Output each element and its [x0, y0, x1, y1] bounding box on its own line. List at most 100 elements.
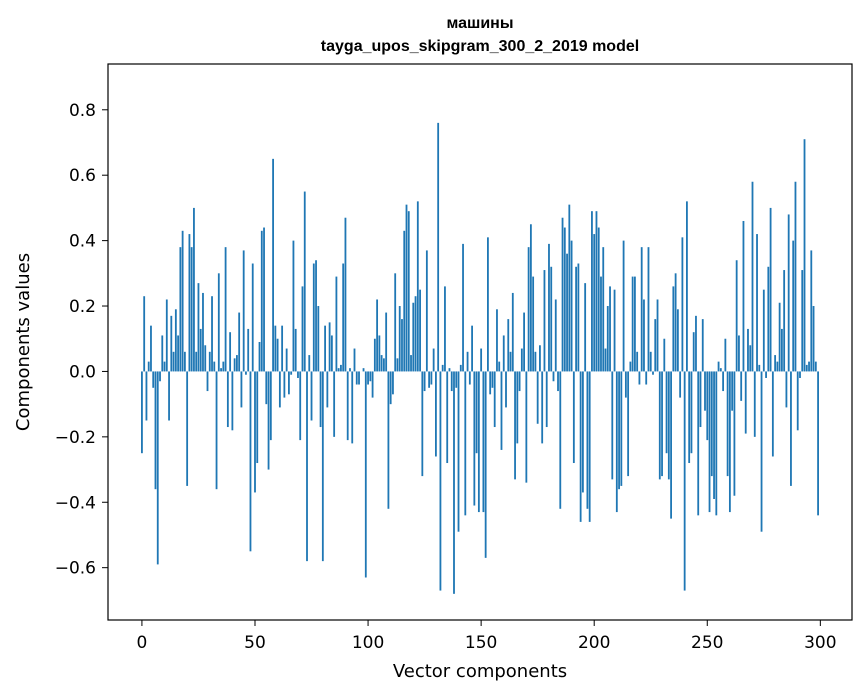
bar-168 — [520, 348, 523, 372]
bar-129 — [432, 348, 435, 372]
bar-281 — [776, 361, 779, 372]
bar-186 — [561, 217, 564, 372]
bar-279 — [771, 371, 774, 457]
bar-81 — [324, 325, 326, 372]
bar-50 — [254, 371, 256, 493]
bar-255 — [717, 361, 720, 372]
bar-236 — [674, 273, 677, 372]
bar-32 — [213, 361, 216, 372]
y-tick-label: −0.6 — [55, 559, 96, 579]
bar-150 — [480, 348, 483, 372]
bar-102 — [371, 371, 374, 398]
bar-52 — [258, 342, 261, 372]
bar-269 — [749, 345, 752, 372]
bar-220 — [638, 371, 641, 385]
bar-121 — [414, 296, 417, 372]
bar-161 — [505, 371, 507, 408]
bar-184 — [557, 371, 559, 392]
bar-277 — [767, 266, 770, 372]
bar-72 — [303, 191, 306, 372]
bar-273 — [758, 364, 761, 372]
bar-151 — [482, 371, 485, 513]
bar-157 — [496, 309, 498, 372]
bar-116 — [403, 230, 406, 372]
bar-86 — [335, 276, 338, 372]
bar-13 — [170, 315, 173, 372]
bar-261 — [731, 371, 734, 411]
bar-242 — [688, 371, 691, 464]
bar-124 — [421, 371, 424, 477]
bar-122 — [416, 201, 419, 372]
bar-44 — [240, 371, 243, 408]
bar-192 — [575, 266, 578, 372]
bar-117 — [405, 204, 408, 372]
bar-45 — [242, 250, 245, 372]
bar-23 — [193, 207, 195, 372]
bar-141 — [459, 364, 462, 372]
bar-66 — [290, 371, 293, 375]
bar-272 — [756, 234, 758, 372]
bar-174 — [534, 351, 537, 372]
bar-223 — [645, 371, 648, 385]
bar-241 — [686, 201, 688, 372]
bar-68 — [294, 328, 297, 372]
bar-199 — [591, 211, 593, 372]
bar-205 — [604, 348, 607, 372]
bar-244 — [692, 332, 695, 372]
bar-41 — [233, 358, 236, 372]
bar-7 — [156, 371, 159, 565]
bar-123 — [419, 289, 421, 372]
bar-28 — [204, 345, 207, 372]
bar-198 — [588, 371, 591, 522]
bar-260 — [728, 371, 731, 513]
bar-191 — [572, 371, 575, 464]
bar-204 — [602, 247, 605, 372]
bar-238 — [679, 371, 682, 398]
bar-274 — [760, 371, 763, 532]
bar-46 — [245, 371, 247, 375]
bar-166 — [516, 371, 519, 444]
bar-1 — [143, 296, 146, 372]
bar-130 — [435, 371, 437, 457]
bar-299 — [817, 371, 819, 516]
bar-240 — [683, 371, 686, 591]
bar-181 — [550, 266, 553, 372]
bar-176 — [539, 345, 541, 372]
y-tick-label: 0.6 — [69, 166, 96, 186]
bar-93 — [351, 371, 354, 444]
bar-58 — [272, 158, 274, 372]
bar-142 — [462, 243, 464, 372]
bar-74 — [308, 355, 311, 372]
bar-17 — [179, 247, 182, 372]
bar-103 — [373, 338, 376, 372]
bar-37 — [224, 247, 227, 372]
bar-105 — [378, 335, 381, 372]
bar-110 — [389, 371, 392, 405]
bar-278 — [769, 207, 772, 372]
bar-8 — [159, 371, 161, 382]
bar-172 — [529, 224, 532, 372]
bar-4 — [150, 325, 152, 372]
bar-283 — [780, 328, 783, 372]
bar-164 — [511, 292, 514, 372]
bar-263 — [735, 260, 738, 372]
bar-298 — [814, 361, 817, 372]
bar-54 — [263, 227, 265, 372]
bar-202 — [597, 227, 600, 372]
bar-232 — [665, 371, 668, 454]
bar-145 — [468, 371, 471, 385]
bar-183 — [554, 299, 557, 372]
bar-271 — [753, 371, 756, 437]
bar-90 — [344, 217, 347, 372]
bar-147 — [473, 371, 476, 506]
y-tick-label: 0.8 — [69, 101, 96, 121]
bar-262 — [733, 371, 736, 496]
bar-35 — [220, 368, 222, 372]
bar-235 — [672, 286, 675, 372]
bar-256 — [719, 368, 722, 372]
bar-265 — [740, 371, 743, 401]
bar-230 — [661, 371, 663, 477]
bar-167 — [518, 371, 521, 392]
bar-18 — [181, 230, 184, 372]
bar-228 — [656, 299, 659, 372]
